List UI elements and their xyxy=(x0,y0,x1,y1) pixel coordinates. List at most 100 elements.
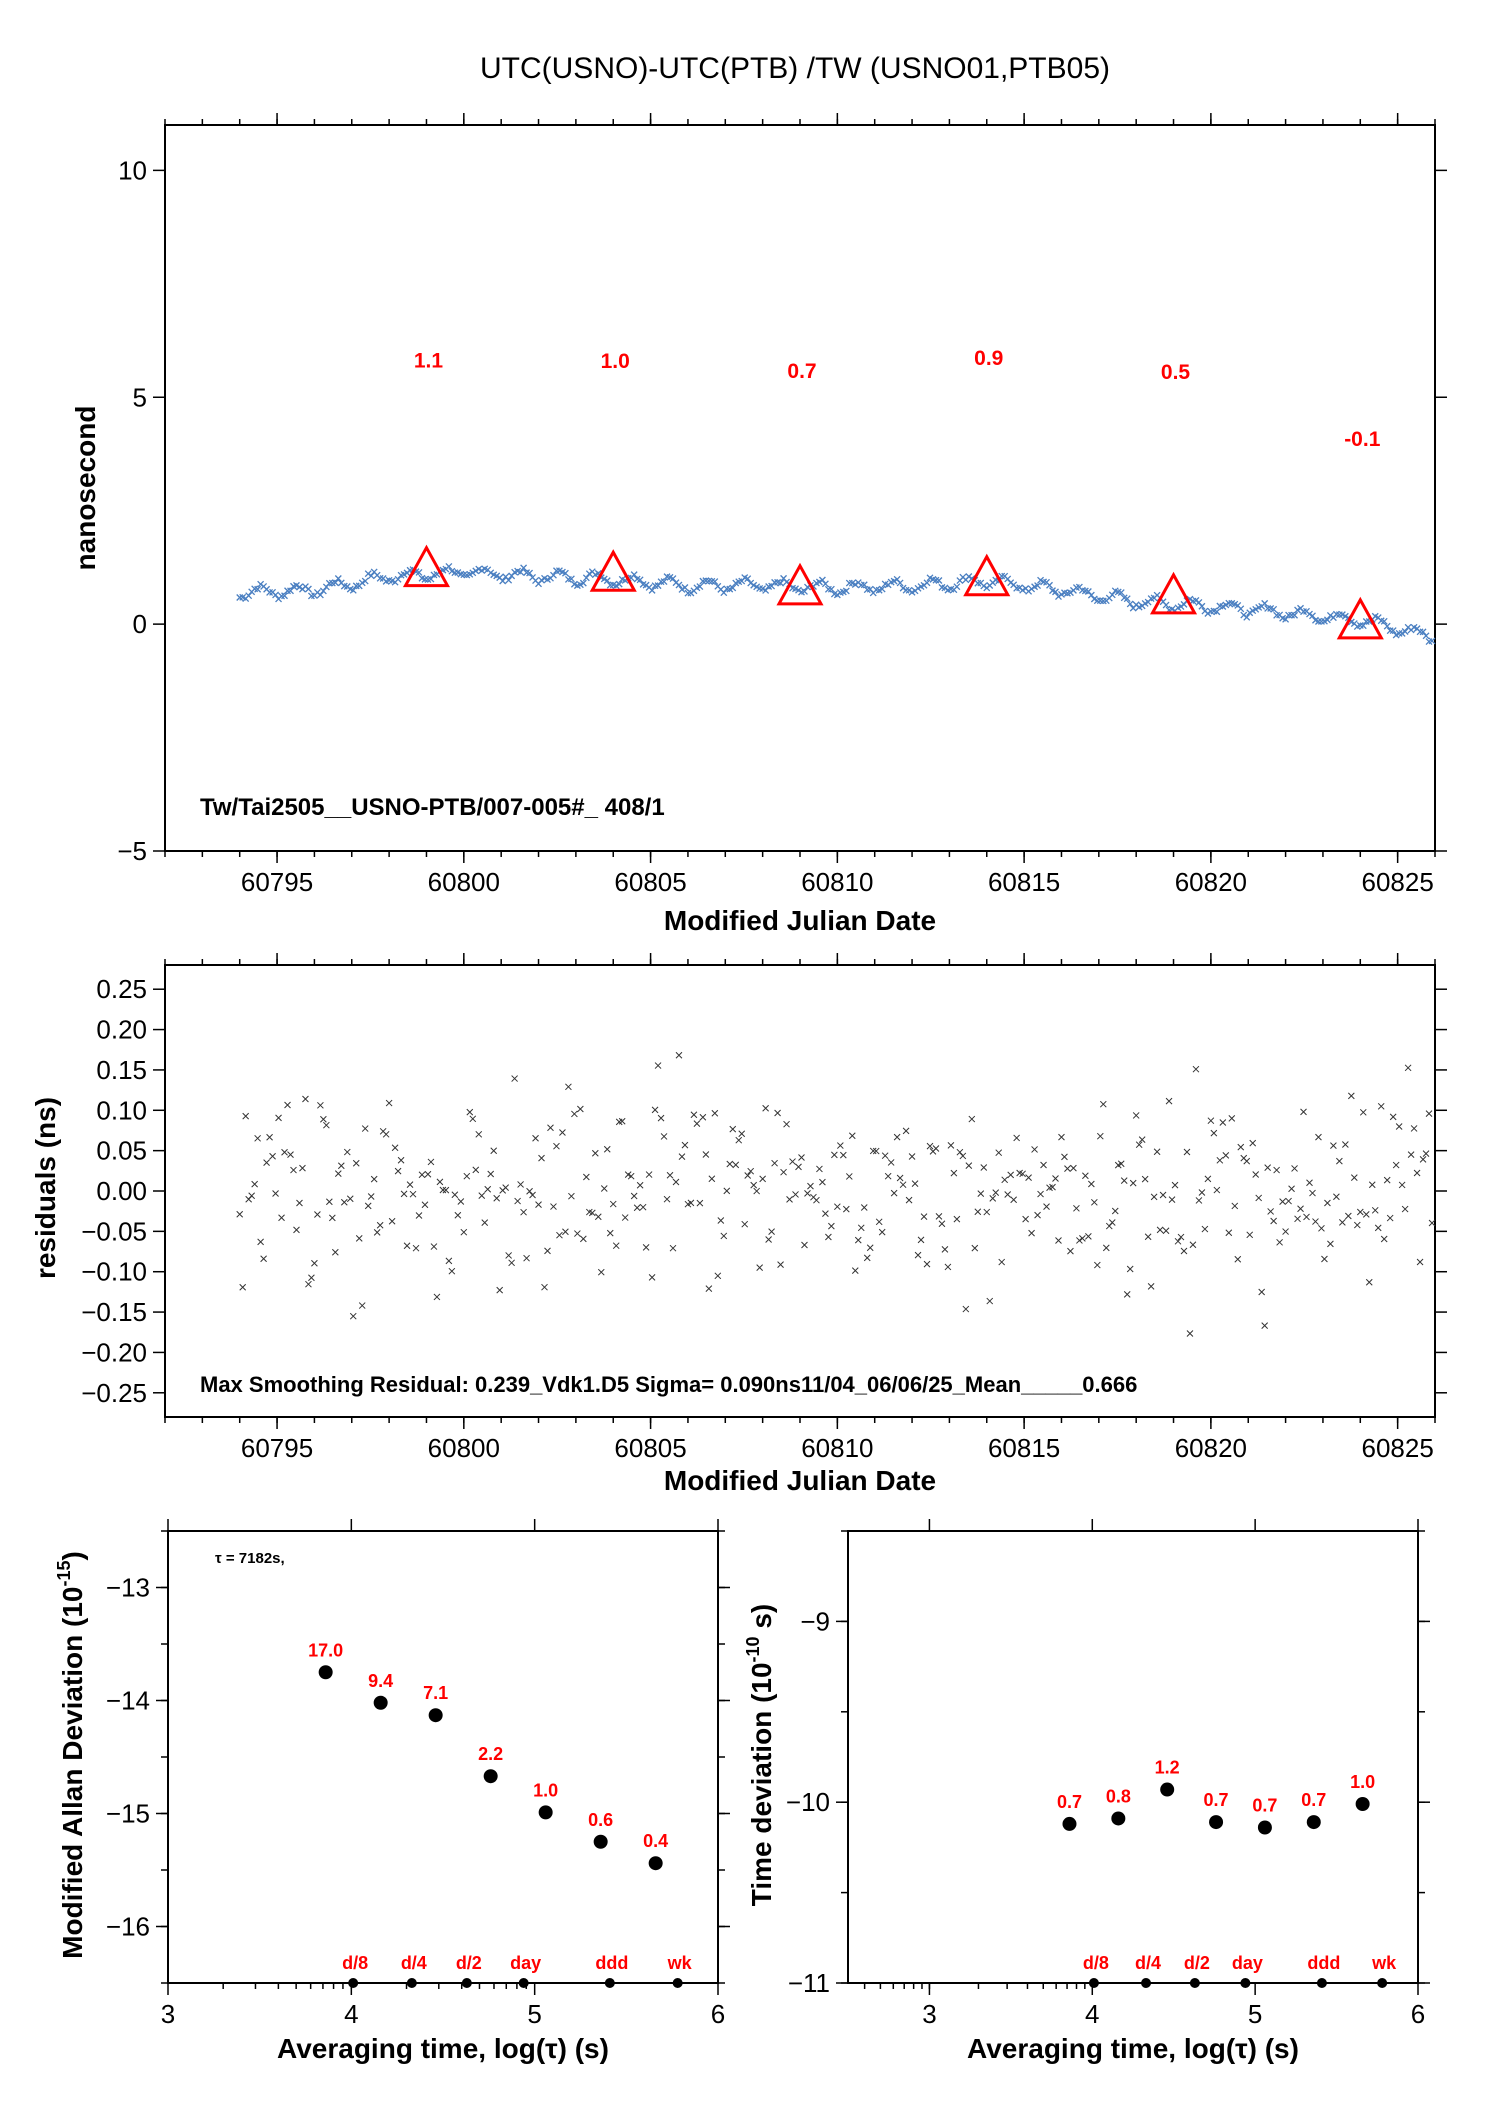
residual-point xyxy=(1306,1179,1313,1187)
residual-point xyxy=(1225,1229,1233,1237)
residual-point xyxy=(1324,1199,1331,1207)
interval-marker-label: d/4 xyxy=(401,1953,427,1973)
deviation-label: 0.6 xyxy=(588,1810,613,1830)
deviation-point xyxy=(1062,1816,1077,1831)
interval-marker-label: ddd xyxy=(595,1953,628,1973)
residual-point xyxy=(296,1199,303,1207)
x-tick-label: 4 xyxy=(344,1999,358,2029)
axis-ticks: 3 4 5 6 −11 −10 −9 xyxy=(786,1519,1430,2029)
deviation-label: 1.0 xyxy=(533,1780,558,1800)
residual-point xyxy=(660,1133,668,1140)
residual-point xyxy=(869,1147,877,1155)
residual-point xyxy=(1392,1161,1400,1169)
data-point xyxy=(579,579,587,587)
residual-point xyxy=(317,1101,324,1109)
deviation-label: 9.4 xyxy=(368,1671,393,1691)
residual-point xyxy=(445,1257,453,1265)
residual-point xyxy=(1231,1202,1239,1210)
residual-point xyxy=(908,1153,916,1160)
residual-point xyxy=(765,1236,772,1243)
residual-point xyxy=(400,1190,408,1198)
interval-marker-label: d/2 xyxy=(456,1953,482,1973)
data-point xyxy=(1034,582,1042,590)
residual-point xyxy=(1401,1205,1409,1213)
x-tick-label: 60825 xyxy=(1361,867,1433,897)
y-axis-title: nanosecond xyxy=(70,406,101,571)
residual-point xyxy=(845,1173,853,1180)
residual-point xyxy=(1413,1169,1421,1177)
residual-point xyxy=(732,1161,740,1169)
data-point xyxy=(905,586,913,594)
data-point xyxy=(1335,611,1343,619)
residual-point xyxy=(962,1305,970,1313)
residual-point xyxy=(1341,1141,1349,1148)
x-tick-label: 60815 xyxy=(988,867,1060,897)
residual-point xyxy=(1336,1157,1343,1165)
data-point xyxy=(1046,581,1053,589)
data-point xyxy=(1243,613,1251,621)
residual-point xyxy=(777,1261,784,1269)
triangle-markers: 1.1 1.0 0.7 0.9 0.5 -0.1 xyxy=(402,347,1384,640)
x-axis-title: Modified Julian Date xyxy=(664,905,936,936)
x-tick-label: 60820 xyxy=(1175,1433,1247,1463)
residual-point xyxy=(1246,1231,1254,1239)
data-point xyxy=(648,586,656,594)
residual-point xyxy=(1183,1148,1191,1156)
residual-point xyxy=(1096,1132,1104,1140)
data-point xyxy=(1416,628,1424,636)
residual-point xyxy=(257,1238,264,1246)
residual-point xyxy=(1073,1204,1080,1212)
residual-point xyxy=(355,1235,363,1242)
data-point xyxy=(1398,629,1406,637)
residual-point xyxy=(825,1233,832,1241)
residual-point xyxy=(556,1231,563,1239)
residual-point xyxy=(672,1178,680,1186)
residual-point xyxy=(239,1283,247,1291)
residual-point xyxy=(839,1151,847,1159)
data-point xyxy=(1213,608,1221,616)
residual-point xyxy=(786,1195,793,1203)
data-point xyxy=(953,583,961,591)
data-point xyxy=(1383,622,1391,630)
residual-point xyxy=(1330,1142,1337,1149)
residual-point xyxy=(648,1274,656,1281)
residual-point xyxy=(1407,1151,1415,1158)
x-tick-label: 60815 xyxy=(988,1433,1060,1463)
residual-point xyxy=(1010,1196,1018,1204)
interval-marker xyxy=(461,1978,472,1988)
deviation-point xyxy=(373,1695,388,1710)
x-tick-label: 4 xyxy=(1085,1999,1099,2029)
deviation-label: 0.7 xyxy=(1057,1792,1082,1812)
x-tick-label: 60795 xyxy=(241,867,313,897)
residual-point xyxy=(532,1134,539,1142)
residual-point xyxy=(469,1115,477,1123)
y-tick-label: −5 xyxy=(117,836,147,866)
data-point xyxy=(711,578,719,586)
y-tick-label: −0.20 xyxy=(81,1337,147,1367)
residual-point xyxy=(343,1148,351,1156)
residual-point xyxy=(1386,1214,1394,1222)
residual-point xyxy=(920,1213,928,1221)
residual-point xyxy=(508,1259,515,1267)
interval-marker xyxy=(604,1978,615,1988)
data-point xyxy=(499,577,507,585)
residual-point xyxy=(950,1169,958,1177)
residual-point xyxy=(813,1196,820,1204)
residual-point xyxy=(394,1167,402,1175)
data-point xyxy=(304,585,312,593)
residual-point xyxy=(735,1136,743,1144)
data-point xyxy=(1422,632,1430,640)
y-axis-title: Time deviation (10-10 s) xyxy=(743,1604,777,1907)
residual-point xyxy=(412,1244,420,1252)
residual-point xyxy=(248,1192,256,1200)
residual-point xyxy=(657,1114,665,1122)
residual-point xyxy=(1204,1175,1212,1183)
residual-point xyxy=(666,1171,674,1179)
residual-point xyxy=(639,1203,647,1211)
data-point xyxy=(1419,628,1427,636)
residual-point xyxy=(947,1142,955,1149)
triangle-label: 1.1 xyxy=(414,350,444,373)
residual-point xyxy=(1312,1218,1319,1225)
residual-point xyxy=(571,1110,578,1118)
residual-point xyxy=(290,1166,297,1174)
